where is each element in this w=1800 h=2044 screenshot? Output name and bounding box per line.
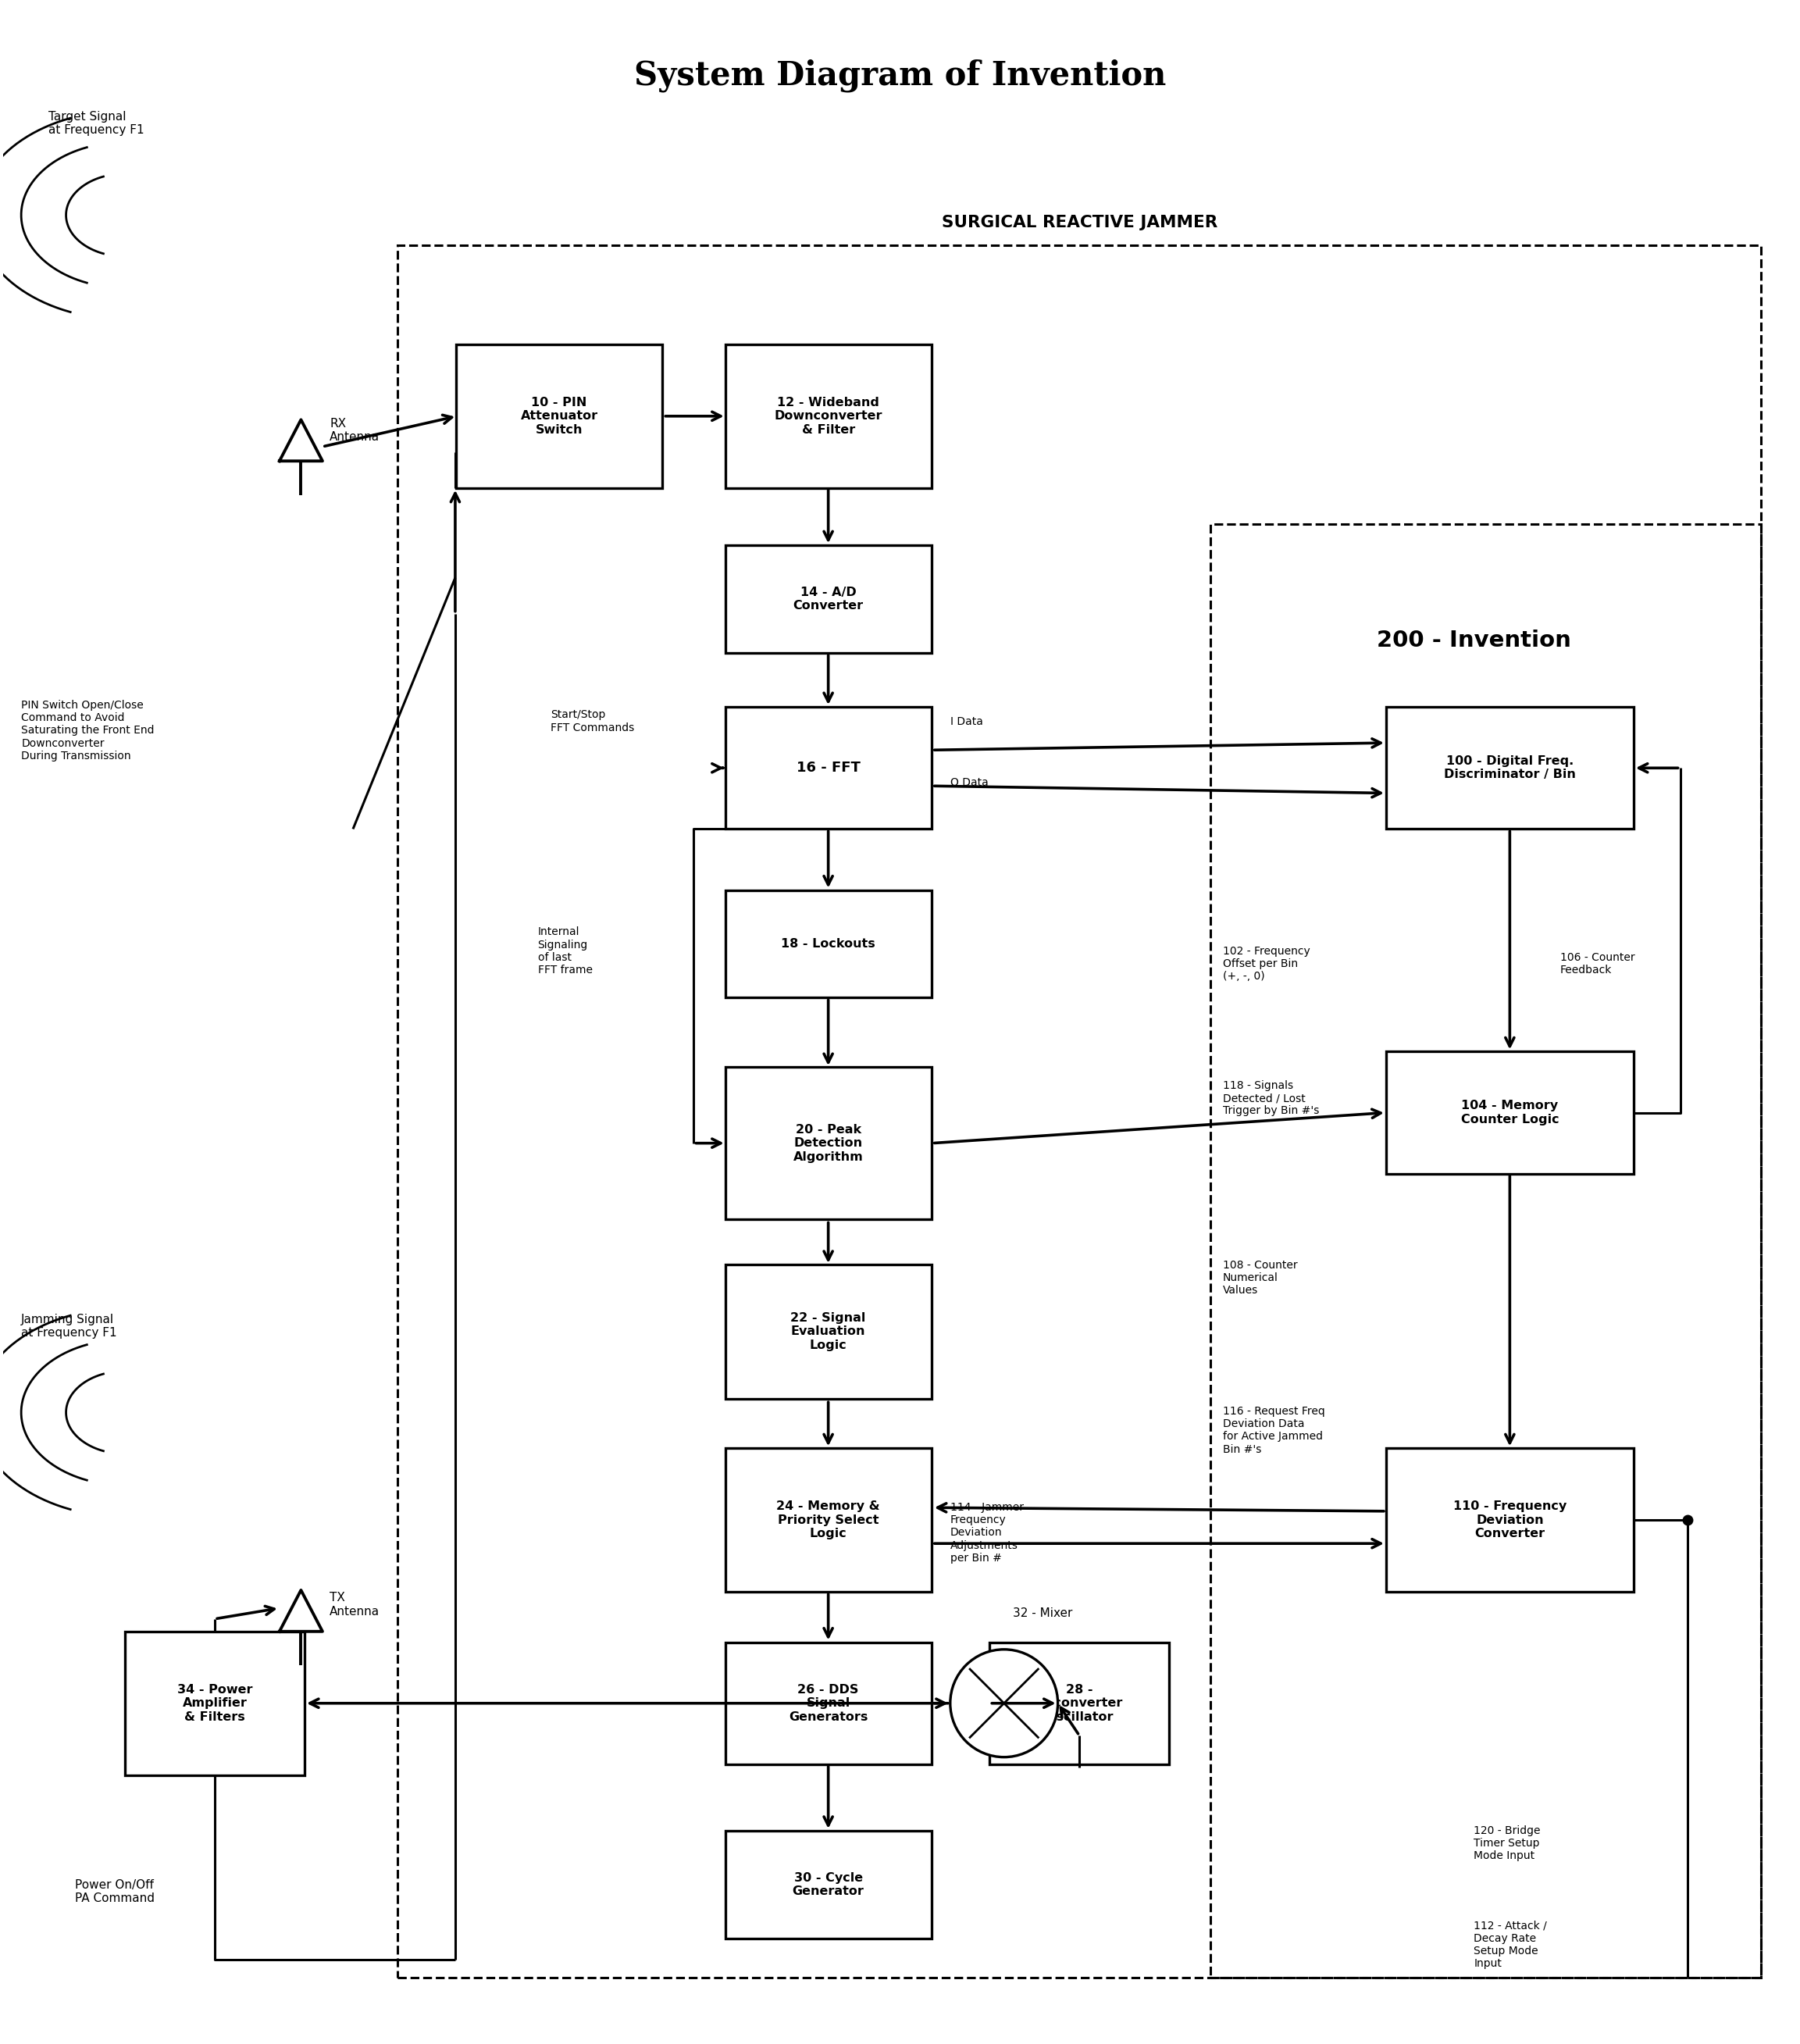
Text: 108 - Counter
Numerical
Values: 108 - Counter Numerical Values [1222, 1259, 1298, 1296]
Text: 110 - Frequency
Deviation
Converter: 110 - Frequency Deviation Converter [1453, 1500, 1566, 1539]
Text: 112 - Attack /
Decay Rate
Setup Mode
Input: 112 - Attack / Decay Rate Setup Mode Inp… [1474, 1921, 1548, 1968]
Text: Q Data: Q Data [950, 777, 988, 787]
Text: 34 - Power
Amplifier
& Filters: 34 - Power Amplifier & Filters [176, 1684, 252, 1723]
Text: 22 - Signal
Evaluation
Logic: 22 - Signal Evaluation Logic [790, 1312, 866, 1351]
Text: 200 - Invention: 200 - Invention [1377, 630, 1571, 652]
Text: 114 - Jammer
Frequency
Deviation
Adjustments
per Bin #: 114 - Jammer Frequency Deviation Adjustm… [950, 1502, 1024, 1564]
Text: 116 - Request Freq
Deviation Data
for Active Jammed
Bin #'s: 116 - Request Freq Deviation Data for Ac… [1222, 1406, 1325, 1455]
Circle shape [950, 1650, 1058, 1758]
Text: Jamming Signal
at Frequency F1: Jamming Signal at Frequency F1 [22, 1314, 117, 1339]
FancyBboxPatch shape [725, 1831, 931, 1938]
Text: 100 - Digital Freq.
Discriminator / Bin: 100 - Digital Freq. Discriminator / Bin [1444, 756, 1575, 781]
Text: 26 - DDS
Signal
Generators: 26 - DDS Signal Generators [788, 1684, 868, 1723]
Text: 118 - Signals
Detected / Lost
Trigger by Bin #'s: 118 - Signals Detected / Lost Trigger by… [1222, 1079, 1319, 1116]
Text: 102 - Frequency
Offset per Bin
(+, -, 0): 102 - Frequency Offset per Bin (+, -, 0) [1222, 946, 1310, 981]
FancyBboxPatch shape [725, 1265, 931, 1398]
Text: 30 - Cycle
Generator: 30 - Cycle Generator [792, 1872, 864, 1897]
Text: 24 - Memory &
Priority Select
Logic: 24 - Memory & Priority Select Logic [776, 1500, 880, 1539]
Text: 16 - FFT: 16 - FFT [796, 760, 860, 775]
FancyBboxPatch shape [126, 1631, 304, 1774]
Text: 28 -
Upconverter
Oscillator: 28 - Upconverter Oscillator [1035, 1684, 1123, 1723]
Text: SURGICAL REACTIVE JAMMER: SURGICAL REACTIVE JAMMER [941, 215, 1217, 231]
Text: Power On/Off
PA Command: Power On/Off PA Command [76, 1878, 155, 1905]
Text: 10 - PIN
Attenuator
Switch: 10 - PIN Attenuator Switch [520, 397, 598, 435]
FancyBboxPatch shape [725, 1641, 931, 1764]
Text: 18 - Lockouts: 18 - Lockouts [781, 938, 875, 950]
FancyBboxPatch shape [725, 1067, 931, 1220]
FancyBboxPatch shape [725, 889, 931, 997]
FancyBboxPatch shape [455, 343, 662, 489]
FancyBboxPatch shape [990, 1641, 1168, 1764]
Text: PIN Switch Open/Close
Command to Avoid
Saturating the Front End
Downconverter
Du: PIN Switch Open/Close Command to Avoid S… [22, 699, 155, 760]
FancyBboxPatch shape [725, 1449, 931, 1592]
Text: Internal
Signaling
of last
FFT frame: Internal Signaling of last FFT frame [538, 926, 592, 975]
Text: 106 - Counter
Feedback: 106 - Counter Feedback [1561, 953, 1634, 975]
FancyBboxPatch shape [725, 707, 931, 830]
Text: 32 - Mixer: 32 - Mixer [1013, 1607, 1073, 1619]
Text: Target Signal
at Frequency F1: Target Signal at Frequency F1 [49, 110, 144, 137]
FancyBboxPatch shape [1386, 1449, 1634, 1592]
Text: Start/Stop
FFT Commands: Start/Stop FFT Commands [551, 709, 634, 734]
FancyBboxPatch shape [725, 546, 931, 654]
Text: 20 - Peak
Detection
Algorithm: 20 - Peak Detection Algorithm [794, 1124, 864, 1163]
Text: 120 - Bridge
Timer Setup
Mode Input: 120 - Bridge Timer Setup Mode Input [1474, 1825, 1541, 1862]
FancyBboxPatch shape [1386, 1051, 1634, 1173]
Text: 104 - Memory
Counter Logic: 104 - Memory Counter Logic [1462, 1100, 1559, 1126]
Text: TX
Antenna: TX Antenna [329, 1592, 380, 1617]
Text: 12 - Wideband
Downconverter
& Filter: 12 - Wideband Downconverter & Filter [774, 397, 882, 435]
Text: System Diagram of Invention: System Diagram of Invention [634, 59, 1166, 92]
FancyBboxPatch shape [1386, 707, 1634, 830]
FancyBboxPatch shape [725, 343, 931, 489]
Text: I Data: I Data [950, 715, 983, 728]
Text: RX
Antenna: RX Antenna [329, 417, 380, 444]
Text: 14 - A/D
Converter: 14 - A/D Converter [794, 587, 864, 611]
